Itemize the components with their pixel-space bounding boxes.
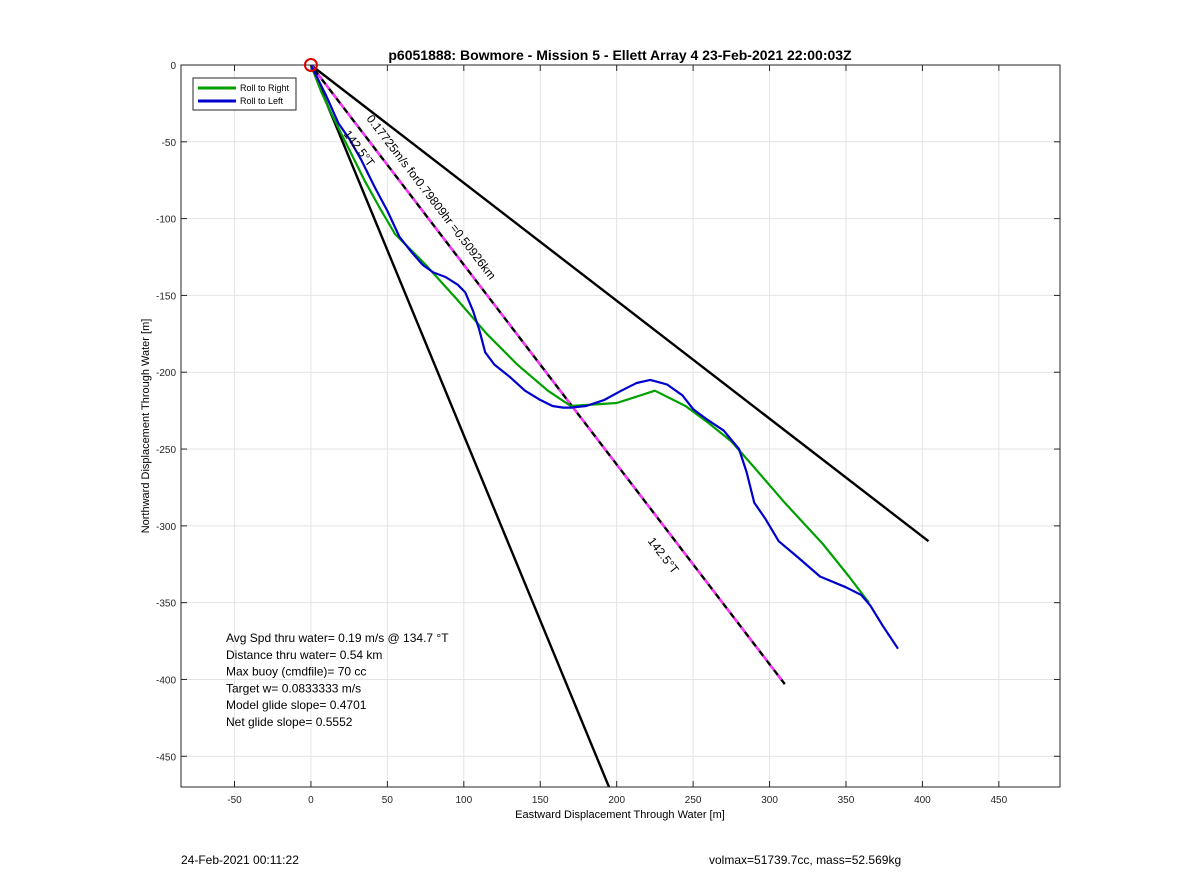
- x-tick-label: 150: [532, 795, 549, 806]
- x-tick-label: 350: [838, 795, 855, 806]
- y-tick-label: -200: [156, 368, 176, 379]
- x-tick-label: 50: [382, 795, 394, 806]
- data-layer: [309, 65, 930, 787]
- footer-timestamp: 24-Feb-2021 00:11:22: [181, 853, 299, 867]
- y-axis-label: Northward Displacement Through Water [m]: [140, 319, 152, 534]
- plot-area: [181, 65, 1060, 787]
- y-tick-label: -150: [156, 291, 176, 302]
- x-tick-label: 450: [991, 795, 1008, 806]
- x-tick-label: 100: [455, 795, 472, 806]
- x-tick-label: 250: [685, 795, 702, 806]
- stats-line: Target w= 0.0833333 m/s: [226, 681, 361, 695]
- series-roll-to-right: [309, 65, 870, 604]
- y-tick-label: -250: [156, 445, 176, 456]
- y-tick-label: -400: [156, 675, 176, 686]
- y-tick-label: -350: [156, 599, 176, 610]
- x-tick-label: 0: [308, 795, 314, 806]
- stats-line: Net glide slope= 0.5552: [226, 715, 353, 729]
- x-tick-label: 300: [761, 795, 778, 806]
- legend-label: Roll to Right: [240, 83, 290, 93]
- y-tick-label: 0: [170, 61, 176, 72]
- bound-line-lower: [309, 65, 611, 787]
- axis-ticks: -50 0 50 100 150 200 250 300 350 400 450 0 -50 -100 -1…: [156, 61, 1060, 806]
- stats-text-block: Avg Spd thru water= 0.19 m/s @ 134.7 °T D…: [226, 631, 449, 729]
- x-tick-label: 200: [608, 795, 625, 806]
- series-roll-to-left: [309, 65, 899, 650]
- model-heading-dash: [309, 65, 786, 685]
- stats-line: Avg Spd thru water= 0.19 m/s @ 134.7 °T: [226, 631, 449, 645]
- plot-frame: [180, 64, 1061, 788]
- stats-line: Max buoy (cmdfile)= 70 cc: [226, 665, 366, 679]
- y-tick-label: -450: [156, 752, 176, 763]
- stats-line: Model glide slope= 0.4701: [226, 698, 367, 712]
- legend-box: [192, 77, 297, 111]
- start-point-marker: [303, 58, 318, 72]
- x-axis-label: Eastward Displacement Through Water [m]: [515, 809, 725, 821]
- legend-label: Roll to Left: [240, 96, 284, 106]
- chart-title: p6051888: Bowmore - Mission 5 - Ellett A…: [388, 47, 852, 63]
- bound-line-upper: [310, 65, 930, 543]
- x-tick-label: -50: [227, 795, 242, 806]
- y-tick-label: -100: [156, 215, 176, 226]
- stats-line: Distance thru water= 0.54 km: [226, 648, 382, 662]
- footer-volmax-mass: volmax=51739.7cc, mass=52.569kg: [709, 853, 902, 867]
- x-tick-label: 400: [914, 795, 931, 806]
- y-tick-label: -300: [156, 522, 176, 533]
- y-tick-label: -50: [162, 138, 177, 149]
- legend: Roll to Right Roll to Left: [192, 77, 297, 111]
